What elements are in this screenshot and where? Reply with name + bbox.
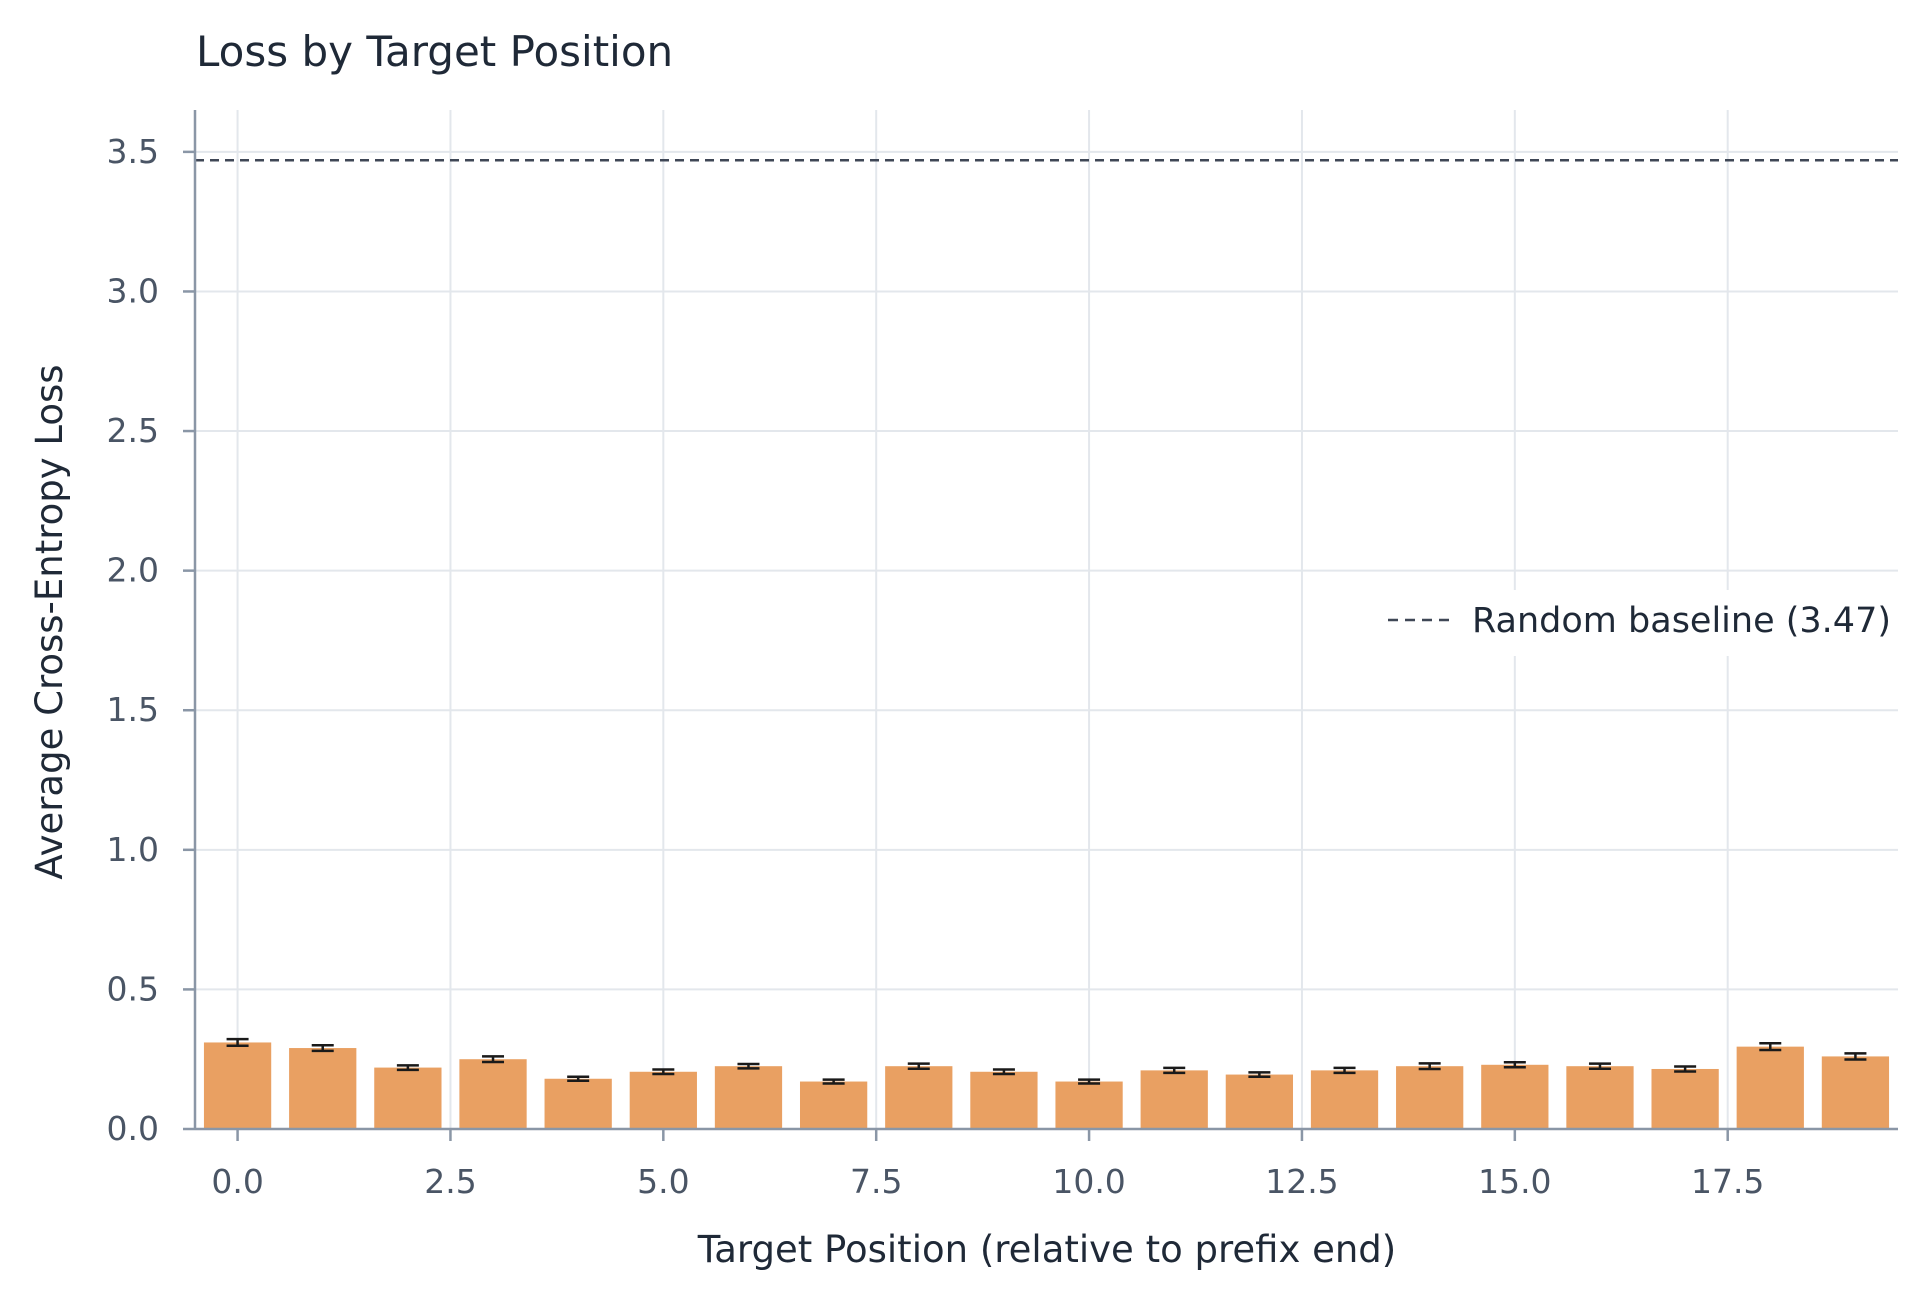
bar xyxy=(1140,1070,1208,1129)
x-tick-label: 12.5 xyxy=(1265,1162,1338,1201)
bar xyxy=(1736,1046,1804,1129)
error-bars xyxy=(226,1037,1867,1085)
bar xyxy=(544,1078,612,1129)
x-tick-label: 15.0 xyxy=(1478,1162,1551,1201)
bar xyxy=(289,1048,357,1129)
legend-box xyxy=(1370,590,1880,656)
y-tick-label: 0.0 xyxy=(107,1109,159,1148)
y-tick-label: 2.5 xyxy=(107,411,159,450)
bar xyxy=(459,1059,527,1129)
bar xyxy=(799,1081,868,1129)
y-tick-label: 1.0 xyxy=(107,830,159,869)
x-tick-label: 10.0 xyxy=(1052,1162,1125,1201)
bar xyxy=(1651,1068,1719,1129)
bars xyxy=(203,1042,1890,1129)
y-tick-label: 2.0 xyxy=(107,551,159,590)
tick-labels: 0.0 0.5 1.0 1.5 2.0 2.5 3.0 3.5 0.0 2.5 5.0 7.5 10.0… xyxy=(107,132,1765,1201)
y-axis-title: Average Cross-Entropy Loss xyxy=(28,364,71,879)
bar xyxy=(1821,1056,1890,1129)
grid-lines xyxy=(195,110,1898,1130)
bar xyxy=(1481,1064,1549,1129)
bar xyxy=(1396,1066,1464,1129)
bar xyxy=(629,1071,697,1129)
y-tick-label: 3.5 xyxy=(107,132,159,171)
bar xyxy=(1055,1081,1123,1129)
bar xyxy=(1566,1066,1634,1129)
bar xyxy=(970,1071,1038,1129)
y-tick-label: 1.5 xyxy=(107,690,159,729)
bar xyxy=(714,1066,783,1129)
x-tick-label: 17.5 xyxy=(1691,1162,1764,1201)
x-tick-label: 2.5 xyxy=(424,1162,476,1201)
y-tick-label: 0.5 xyxy=(107,969,159,1008)
bar xyxy=(885,1066,953,1129)
bar xyxy=(1310,1070,1379,1129)
x-axis-title: Target Position (relative to prefix end) xyxy=(697,1228,1396,1271)
bar xyxy=(1225,1074,1294,1129)
legend: Random baseline (3.47) xyxy=(1370,590,1891,656)
bar xyxy=(203,1042,272,1129)
x-tick-label: 5.0 xyxy=(637,1162,689,1201)
chart-title: Loss by Target Position xyxy=(196,27,673,76)
bar xyxy=(374,1067,442,1129)
x-tick-label: 0.0 xyxy=(211,1162,263,1201)
y-tick-label: 3.0 xyxy=(107,271,159,310)
legend-baseline-label: Random baseline (3.47) xyxy=(1472,601,1891,641)
axes xyxy=(193,110,1898,1131)
x-tick-label: 7.5 xyxy=(850,1162,902,1201)
